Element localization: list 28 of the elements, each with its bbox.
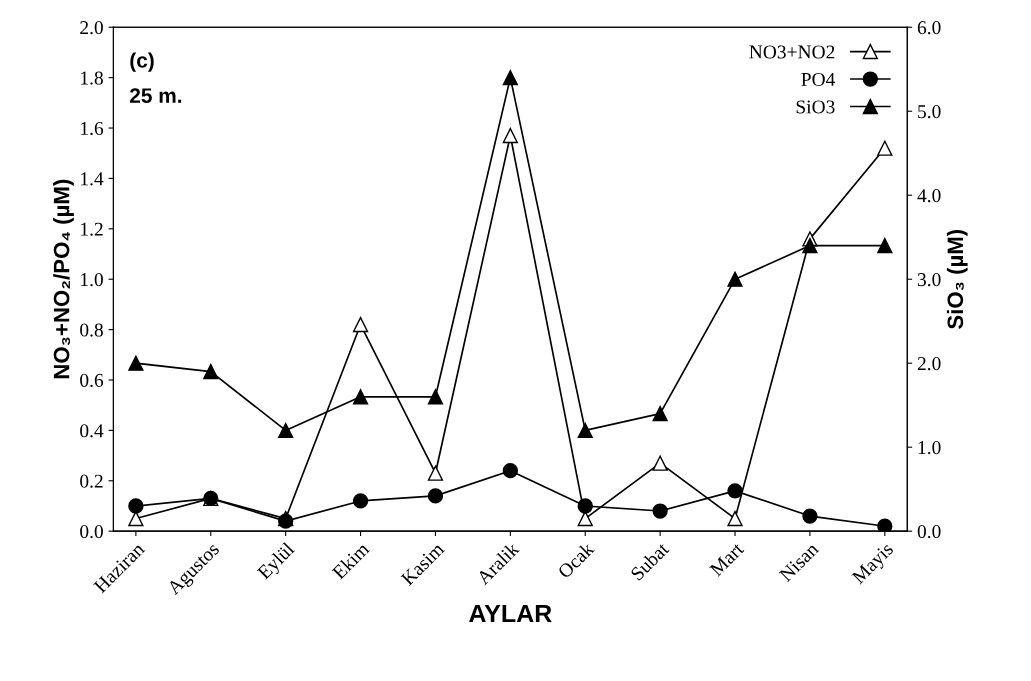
y2-tick-label: 6.0 [917, 21, 941, 35]
y2-tick-label: 0.0 [917, 525, 941, 539]
legend-label: NO3+NO2 [749, 45, 835, 59]
y2-axis-title: SiO₃ (µM) [946, 229, 968, 329]
y-tick-label: 2.0 [80, 21, 103, 35]
y2-tick-label: 3.0 [917, 273, 941, 287]
legend-label: SiO3 [796, 100, 835, 114]
y-tick-label: 1.8 [81, 71, 103, 85]
y-tick-label: 0.4 [80, 424, 104, 438]
annotation: 25 m. [130, 88, 182, 104]
x-tick-label: Ocak [556, 540, 595, 580]
y2-tick-label: 4.0 [917, 189, 941, 203]
y-tick-label: 1.6 [81, 121, 104, 136]
x-tick-label: Mart [709, 541, 745, 577]
y-tick-label: 0.8 [80, 323, 103, 337]
legend-label: PO4 [801, 72, 836, 87]
y2-tick-label: 1.0 [918, 441, 941, 455]
y-axis-title: NO₃+NO₂/PO₄ (µM) [53, 179, 74, 379]
y2-tick-label: 2.0 [917, 357, 941, 371]
y-tick-label: 0.6 [80, 373, 104, 388]
y-tick-label: 1.4 [81, 172, 104, 186]
x-axis-title: AYLAR [469, 604, 552, 623]
y-tick-label: 0.0 [80, 525, 103, 539]
annotation: (c) [130, 52, 154, 72]
y-tick-label: 0.2 [80, 474, 103, 488]
y2-tick-label: 5.0 [918, 105, 941, 119]
y-tick-label: 1.0 [81, 273, 103, 287]
y-tick-label: 1.2 [81, 222, 103, 236]
